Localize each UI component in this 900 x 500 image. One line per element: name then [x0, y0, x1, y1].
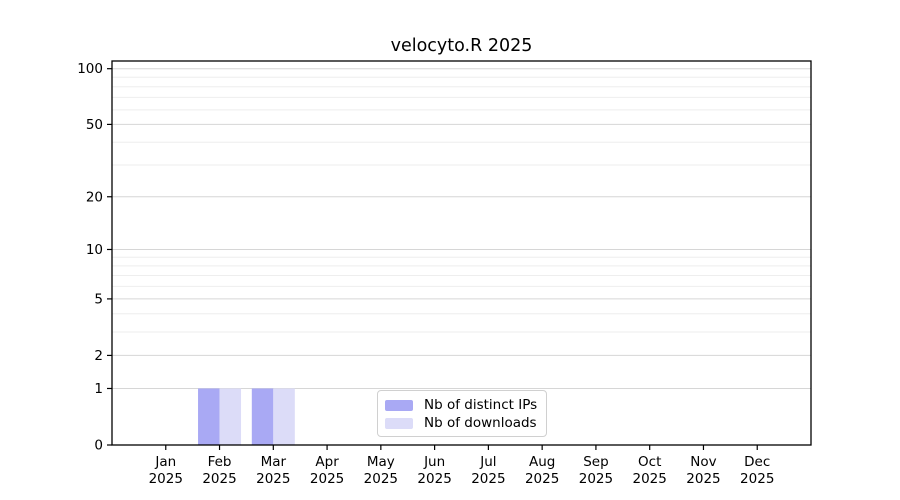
legend-item-downloads: Nb of downloads: [385, 415, 538, 431]
y-tick-label: 1: [94, 381, 103, 397]
legend-label-distinct-ips: Nb of distinct IPs: [424, 397, 538, 413]
bar-downloads: [219, 388, 242, 445]
legend-item-distinct-ips: Nb of distinct IPs: [385, 397, 538, 413]
y-tick-label: 2: [94, 348, 103, 364]
x-tick-label: May 2025: [364, 454, 398, 487]
legend-label-downloads: Nb of downloads: [424, 415, 537, 431]
x-tick-label: Apr 2025: [310, 454, 344, 487]
y-tick-label: 20: [86, 189, 103, 205]
y-tick-label: 10: [86, 242, 103, 258]
y-tick-label: 5: [94, 291, 103, 307]
axis-frame: [111, 60, 812, 446]
y-tick-label: 100: [77, 61, 103, 77]
x-tick-label: Feb 2025: [202, 454, 236, 487]
legend-swatch-distinct-ips: [385, 399, 413, 411]
x-tick-label: Nov 2025: [686, 454, 720, 487]
chart-title: velocyto.R 2025: [390, 36, 533, 56]
legend: Nb of distinct IPs Nb of downloads: [377, 390, 547, 437]
bar-distinct-ips: [251, 388, 274, 445]
x-tick-label: Jul 2025: [471, 454, 505, 487]
legend-swatch-downloads: [385, 417, 413, 429]
y-tick-label: 0: [94, 438, 103, 454]
y-tick-label: 50: [86, 117, 103, 133]
x-tick-label: Jan 2025: [149, 454, 183, 487]
bar-downloads: [273, 388, 295, 445]
x-tick-label: Mar 2025: [256, 454, 290, 487]
x-tick-label: Aug 2025: [525, 454, 559, 487]
bar-distinct-ips: [198, 388, 220, 445]
x-tick-label: Sep 2025: [579, 454, 613, 487]
x-tick-label: Dec 2025: [740, 454, 774, 487]
x-tick-label: Oct 2025: [633, 454, 667, 487]
x-tick-label: Jun 2025: [417, 454, 451, 487]
